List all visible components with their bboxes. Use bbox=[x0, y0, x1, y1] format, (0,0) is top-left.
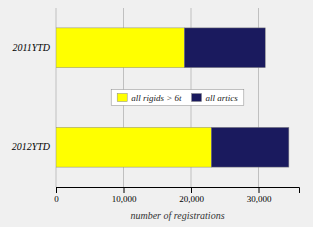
y-tick: 2012YTD bbox=[12, 141, 51, 152]
x-tick-label: 0 bbox=[54, 194, 59, 204]
bar bbox=[56, 28, 184, 68]
x-tick-mark bbox=[191, 187, 192, 193]
series bbox=[184, 28, 289, 167]
bar bbox=[184, 28, 265, 68]
y-axis: 2012YTD 2011YTD bbox=[12, 42, 51, 152]
y-tick-label: 2012YTD bbox=[12, 141, 51, 152]
bars bbox=[56, 28, 289, 167]
legend-swatch bbox=[117, 94, 127, 102]
legend-frame bbox=[111, 90, 244, 106]
x-tick: 0 bbox=[54, 187, 59, 204]
legend-item: all rigids > 6t bbox=[117, 93, 182, 103]
x-axis-title: number of registrations bbox=[130, 210, 224, 221]
plot: 0 10,000 20,000 30,000 2012YTD 2011YTD all rig… bbox=[12, 8, 300, 204]
x-tick-mark bbox=[124, 187, 125, 193]
legend-swatch bbox=[192, 94, 202, 102]
x-tick-label: 30,000 bbox=[247, 194, 272, 204]
y-tick: 2011YTD bbox=[12, 42, 50, 53]
chart: 0 10,000 20,000 30,000 2012YTD 2011YTD all rig… bbox=[0, 0, 313, 227]
legend: all rigids > 6t all artics bbox=[111, 90, 244, 106]
x-axis: 0 10,000 20,000 30,000 bbox=[54, 187, 299, 204]
y-tick-label: 2011YTD bbox=[12, 42, 50, 53]
legend-label: all rigids > 6t bbox=[131, 93, 182, 103]
x-tick: 10,000 bbox=[112, 187, 137, 204]
legend-item: all artics bbox=[192, 93, 239, 103]
x-tick-label: 20,000 bbox=[179, 194, 204, 204]
x-axis-line bbox=[57, 188, 300, 194]
x-tick-mark bbox=[56, 187, 57, 193]
x-tick-mark bbox=[259, 187, 260, 193]
bar bbox=[211, 127, 289, 167]
legend-label: all artics bbox=[206, 93, 239, 103]
bar bbox=[56, 127, 211, 167]
x-tick: 20,000 bbox=[179, 187, 204, 204]
x-tick-label: 10,000 bbox=[112, 194, 137, 204]
x-tick: 30,000 bbox=[247, 187, 272, 204]
